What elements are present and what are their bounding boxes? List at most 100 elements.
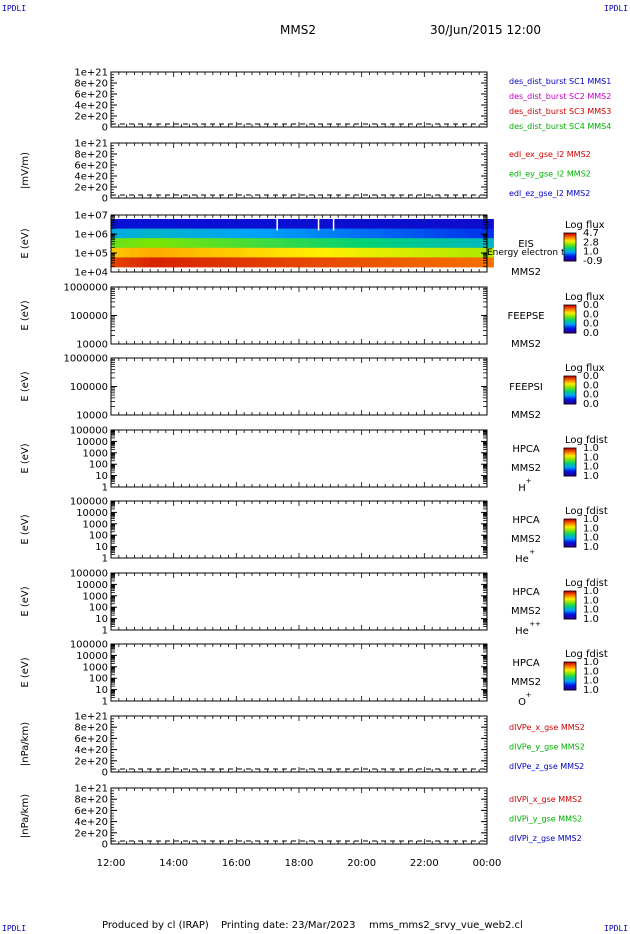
- heatmap-cell: [359, 228, 367, 239]
- y-tick-label: 8e+20: [74, 795, 108, 806]
- heatmap-cell: [289, 238, 297, 249]
- colorbar-tick-label: 0.0: [583, 328, 599, 339]
- panel-7-ylabel: E (eV): [20, 514, 31, 544]
- colorbar-swatch: [564, 671, 576, 673]
- heatmap-cell: [181, 219, 188, 229]
- heatmap-cell: [442, 219, 450, 229]
- y-tick-label: 100: [89, 460, 108, 471]
- heatmap-cell: [263, 257, 271, 268]
- panel-5-ylabel: E (eV): [20, 371, 31, 401]
- heatmap-cell: [219, 228, 227, 239]
- colorbar-swatch: [564, 327, 576, 329]
- heatmap-cell: [270, 228, 278, 239]
- heatmap-cell: [155, 219, 163, 229]
- colorbar-tick-label: 0.0: [583, 319, 599, 330]
- heatmap-cell: [397, 247, 405, 258]
- heatmap-cell: [423, 228, 431, 239]
- colorbar-swatch: [564, 602, 576, 605]
- heatmap-cell: [359, 219, 367, 229]
- heatmap-cell: [480, 257, 488, 268]
- data-gap-mark: [332, 219, 335, 231]
- heatmap-cell: [174, 247, 182, 258]
- heatmap-cell: [404, 238, 412, 249]
- corner-label-bottom-right: IPDLI: [604, 924, 629, 933]
- colorbar-swatch: [564, 527, 576, 529]
- y-tick-label: 100000: [70, 640, 108, 651]
- heatmap-cell: [455, 219, 462, 229]
- heatmap-cell: [397, 238, 405, 249]
- colorbar-swatch: [564, 599, 576, 601]
- heatmap-cell: [416, 257, 424, 268]
- colorbar-swatch: [564, 450, 576, 452]
- panel-9-colorbar-frame: [563, 661, 577, 691]
- heatmap-cell: [487, 238, 494, 249]
- heatmap-cell: [372, 247, 380, 258]
- y-tick-label: 10: [95, 471, 108, 482]
- panel-8-frame: [110, 572, 488, 631]
- colorbar-swatch: [564, 313, 576, 315]
- colorbar-swatch: [564, 522, 576, 525]
- page-title: MMS2: [280, 23, 316, 37]
- colorbar-swatch: [564, 377, 576, 379]
- panel-6-species-charge: +: [526, 477, 532, 485]
- heatmap-cell: [397, 228, 405, 239]
- x-tick-label: 18:00: [285, 858, 314, 869]
- heatmap-cell: [270, 238, 278, 249]
- heatmap-cell: [365, 247, 373, 258]
- heatmap-cell: [251, 247, 259, 258]
- y-tick-label: 10000: [76, 437, 108, 448]
- heatmap-cell: [283, 238, 290, 249]
- y-tick-label: 10: [95, 614, 108, 625]
- y-tick-label: 1000: [83, 591, 108, 602]
- y-tick-label: 4e+20: [74, 101, 108, 112]
- heatmap-cell: [213, 228, 220, 239]
- panel-9-frame: [110, 643, 488, 702]
- heatmap-cell: [365, 219, 373, 229]
- heatmap-cell: [448, 257, 456, 268]
- heatmap-cell: [270, 247, 278, 258]
- heatmap-cell: [416, 219, 424, 229]
- y-tick-label: 100000: [70, 382, 108, 393]
- heatmap-cell: [174, 228, 182, 239]
- heatmap-cell: [263, 247, 271, 258]
- heatmap-cell: [429, 228, 437, 239]
- colorbar-swatch: [564, 251, 576, 254]
- heatmap-cell: [410, 219, 418, 229]
- colorbar-tick-label: 1.0: [583, 586, 599, 597]
- colorbar-swatch: [564, 596, 576, 599]
- colorbar-swatch: [564, 458, 576, 461]
- colorbar-swatch: [564, 598, 576, 600]
- colorbar-swatch: [564, 236, 576, 239]
- heatmap-cell: [295, 219, 303, 229]
- colorbar-swatch: [564, 686, 576, 689]
- heatmap-cell: [232, 247, 239, 258]
- heatmap-cell: [283, 257, 290, 268]
- legend-entry: dIVPi_x_gse MMS2: [509, 795, 582, 804]
- heatmap-cell: [346, 219, 354, 229]
- heatmap-cell: [404, 257, 412, 268]
- heatmap-cell: [213, 247, 220, 258]
- colorbar-swatch: [564, 683, 576, 685]
- heatmap-cell: [295, 247, 303, 258]
- heatmap-cell: [448, 247, 456, 258]
- heatmap-cell: [213, 219, 220, 229]
- panel-6-species-label: H: [518, 483, 526, 494]
- colorbar-swatch: [564, 247, 576, 249]
- colorbar-swatch: [564, 678, 576, 680]
- colorbar-swatch: [564, 310, 576, 313]
- legend-entry: edl_ey_gse_l2 MMS2: [509, 170, 591, 179]
- heatmap-cell: [142, 228, 150, 239]
- y-tick-label: 100: [89, 603, 108, 614]
- heatmap-cell: [442, 238, 450, 249]
- colorbar-swatch: [564, 316, 576, 319]
- y-tick-label: 1e+21: [74, 139, 108, 150]
- y-tick-label: 100: [89, 674, 108, 685]
- colorbar-swatch: [564, 258, 576, 261]
- heatmap-cell: [187, 257, 195, 268]
- colorbar-tick-label: 1.0: [583, 685, 599, 696]
- panel-4-frame: [110, 286, 488, 345]
- colorbar-swatch: [564, 680, 576, 683]
- heatmap-cell: [187, 247, 195, 258]
- panel-9-species-label: O: [518, 697, 526, 708]
